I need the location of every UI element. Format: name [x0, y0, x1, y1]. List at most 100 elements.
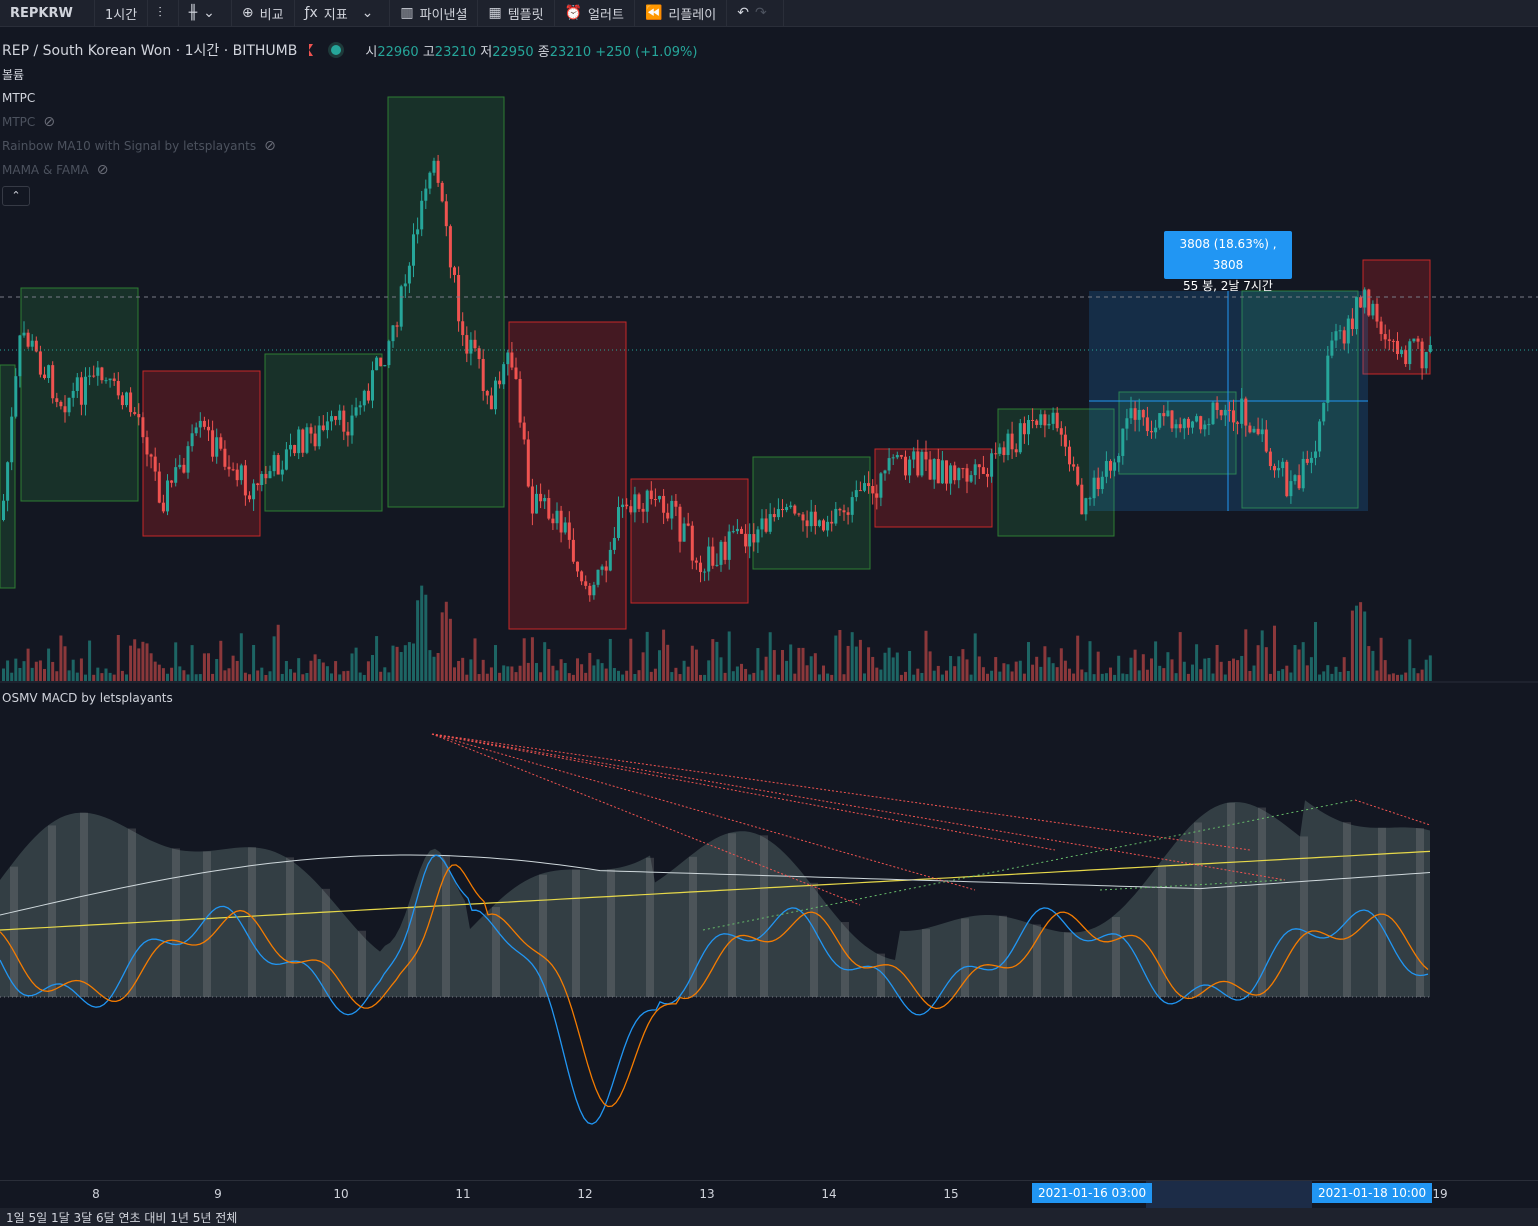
- volume-bar: [6, 660, 10, 681]
- candle: [469, 339, 473, 354]
- volume-bar: [10, 672, 14, 681]
- candle: [432, 160, 436, 173]
- volume-bar: [530, 637, 534, 681]
- chart-canvas[interactable]: [0, 0, 1538, 1180]
- eye-off-icon[interactable]: ⊘: [264, 138, 276, 154]
- undo-button[interactable]: ↶ ↷: [727, 0, 784, 26]
- volume-bar: [641, 652, 645, 681]
- candle: [1027, 419, 1030, 435]
- indicators-button[interactable]: ƒx 지표 ⌄: [295, 0, 391, 26]
- volume-bar: [84, 674, 87, 681]
- volume-bar: [1121, 673, 1125, 681]
- candle: [940, 460, 944, 484]
- templates-button[interactable]: ▦ 템플릿: [478, 0, 555, 26]
- volume-bar: [202, 653, 206, 681]
- candle: [1322, 402, 1326, 422]
- volume-bar: [719, 657, 723, 681]
- ohlc-values: 시22960 고23210 저22950 종23210 +250 (+1.09%…: [365, 44, 698, 60]
- candle: [1350, 318, 1354, 330]
- candle: [166, 480, 169, 512]
- candle: [1285, 461, 1289, 497]
- bar-style-button[interactable]: ⫶: [148, 0, 179, 26]
- candle: [1387, 339, 1391, 341]
- candle: [1076, 466, 1080, 485]
- volume-bar: [682, 660, 686, 681]
- candle: [2, 500, 5, 520]
- candle: [84, 376, 87, 405]
- candle: [842, 510, 846, 513]
- volume-bar: [354, 647, 358, 681]
- mtpc-legend[interactable]: MTPC: [2, 91, 36, 105]
- candle: [879, 473, 883, 498]
- candle: [662, 495, 666, 513]
- flag-icon[interactable]: [309, 44, 314, 56]
- volume-bar: [789, 644, 793, 681]
- range-bar[interactable]: 1일 5일 1달 3달 6달 연초 대비 1년 5년 전체: [0, 1208, 1538, 1226]
- time-tick: 19: [1432, 1187, 1448, 1201]
- volume-bar: [67, 670, 71, 681]
- candle: [924, 451, 928, 460]
- hidden-indicator-2[interactable]: Rainbow MA10 with Signal by letsplayants…: [2, 138, 276, 154]
- interval-button[interactable]: 1시간: [95, 0, 149, 26]
- volume-bar: [432, 656, 436, 681]
- volume-bar: [1141, 654, 1145, 681]
- compare-button[interactable]: ⊕ 비교: [232, 0, 295, 26]
- oscillator-bar: [728, 833, 736, 997]
- volume-bar: [1359, 602, 1363, 681]
- candle: [51, 365, 55, 399]
- volume-bar: [617, 670, 620, 681]
- volume-bar: [235, 660, 239, 681]
- volume-bar: [1100, 673, 1104, 681]
- candle: [1051, 412, 1055, 424]
- candle: [38, 351, 42, 375]
- eye-off-icon[interactable]: ⊘: [96, 162, 109, 178]
- hidden-indicator-1[interactable]: MTPC ⊘: [2, 114, 56, 130]
- candle: [145, 437, 149, 455]
- volume-bar: [690, 645, 694, 681]
- candle: [1117, 455, 1121, 463]
- alert-button[interactable]: ⏰ 얼러트: [555, 0, 635, 26]
- slow-white-line: [0, 854, 1431, 916]
- candle: [1010, 433, 1014, 450]
- hidden-indicator-3[interactable]: MAMA & FAMA ⊘: [2, 162, 109, 178]
- candle: [973, 464, 977, 476]
- volume-bar: [858, 639, 862, 681]
- volume-bar: [1285, 665, 1289, 681]
- eye-off-icon[interactable]: ⊘: [43, 114, 56, 130]
- candle: [776, 509, 780, 518]
- symbol-search[interactable]: REPKRW: [0, 0, 95, 26]
- candle: [1186, 418, 1190, 428]
- candle: [34, 340, 38, 352]
- candle: [567, 522, 571, 540]
- candle: [789, 505, 793, 508]
- candle: [399, 286, 403, 327]
- oscillator-title[interactable]: OSMV MACD by letsplayants: [2, 691, 173, 705]
- candle: [1166, 410, 1170, 417]
- volume-bar: [535, 663, 538, 681]
- candle: [231, 469, 235, 471]
- replay-button[interactable]: ⏪ 리플레이: [635, 0, 728, 26]
- volume-bar: [297, 658, 301, 681]
- volume-bar: [1117, 655, 1121, 681]
- volume-bar: [317, 659, 321, 681]
- compare-label: 비교: [259, 7, 284, 23]
- volume-bar: [842, 674, 846, 681]
- oscillator-bar: [248, 847, 256, 997]
- volume-bar: [293, 672, 297, 681]
- collapse-legend-button[interactable]: ⌃: [2, 186, 30, 206]
- candle: [637, 494, 641, 509]
- oscillator-bar: [1343, 822, 1351, 997]
- candle-style-button[interactable]: ╫ ⌄: [179, 0, 232, 26]
- volume-bar: [1158, 665, 1162, 681]
- candle: [346, 431, 350, 436]
- pine-button[interactable]: ▥ 파이낸셜: [390, 0, 479, 26]
- candle: [547, 498, 551, 519]
- time-axis[interactable]: 8 9 10 11 12 13 14 15 17 19 2021-01-16 0…: [0, 1180, 1538, 1209]
- candle: [949, 465, 953, 484]
- volume-bar: [391, 645, 395, 681]
- volume-bar: [1129, 657, 1133, 681]
- signal-yellow-line: [0, 850, 1431, 931]
- candle: [686, 523, 690, 526]
- volume-legend[interactable]: 볼륨: [2, 67, 25, 82]
- volume-bar: [494, 645, 497, 681]
